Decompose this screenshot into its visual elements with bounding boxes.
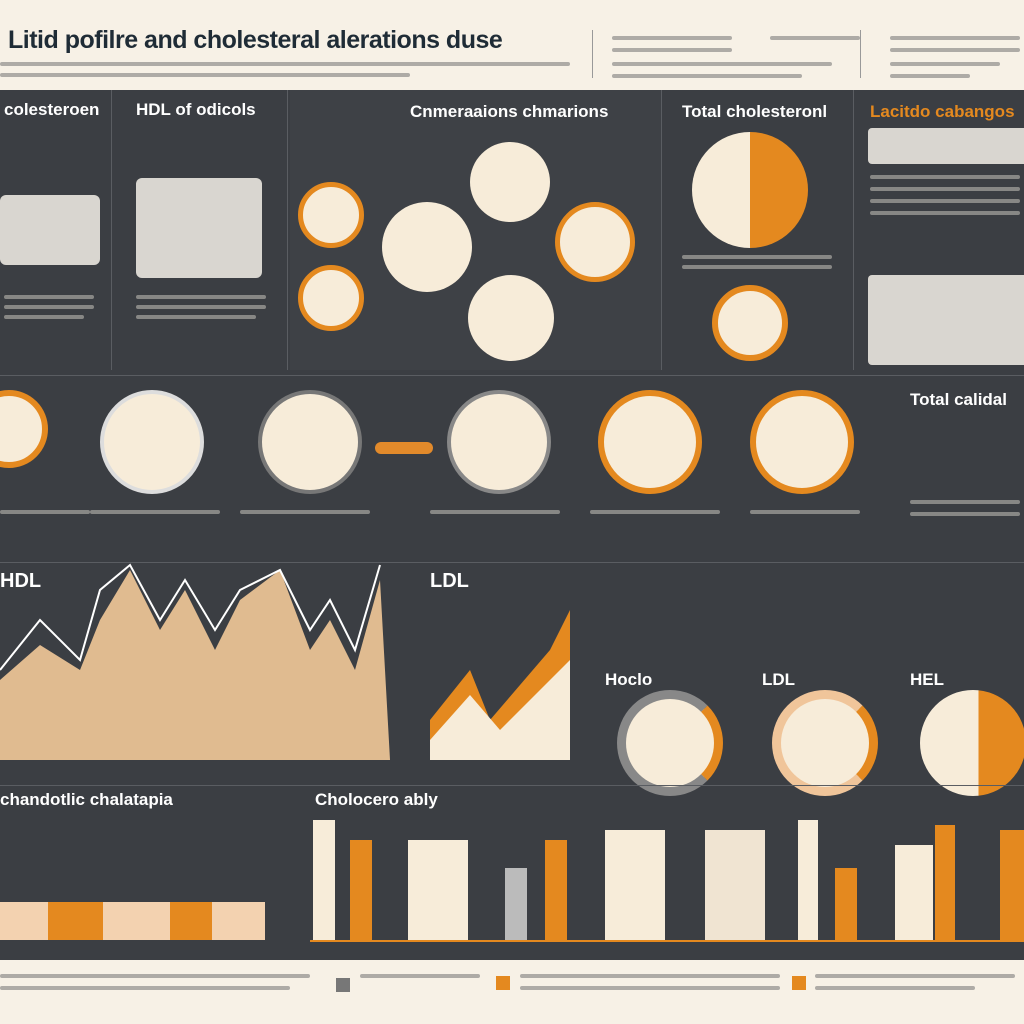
diagram-node xyxy=(382,202,472,292)
pill-pack-image xyxy=(0,195,100,265)
indicator-circle xyxy=(598,390,702,494)
panel-title: Lacitdo cabangos xyxy=(870,102,1015,121)
panel-title: Total cholesteronl xyxy=(682,102,828,121)
diagram-node xyxy=(555,202,635,282)
panel-title: HDL of odicols xyxy=(136,100,256,119)
panel-title: colesteroen xyxy=(4,100,100,119)
pill-pack-image xyxy=(136,178,262,278)
indicator-circle xyxy=(447,390,551,494)
panel-title: Cnmeraaions chmarions xyxy=(410,102,609,121)
indicator-circle xyxy=(750,390,854,494)
footer-legend xyxy=(0,960,1024,1024)
panel-lifestyle-changes: Lacitdo cabangos xyxy=(860,90,1024,370)
infographic-body: colesteroen HDL of odicols Cnmeraaions c… xyxy=(0,90,1024,960)
comparison-table xyxy=(868,275,1024,365)
color-scale xyxy=(0,902,265,940)
pie-chart xyxy=(692,132,808,248)
diagram-node xyxy=(468,275,554,361)
panel-total-cholesterol: Total cholesteronl xyxy=(668,90,854,370)
hel-title: HEL xyxy=(910,670,944,689)
panel-colesteroen: colesteroen xyxy=(0,90,112,370)
ldl-gauge-title: LDL xyxy=(762,670,796,689)
hdl-area-chart xyxy=(0,563,390,760)
icon-strip xyxy=(868,128,1024,164)
left-section-title: chandotlic chalatapia xyxy=(0,790,173,809)
ldl-gauge xyxy=(772,690,878,796)
indicator-circle xyxy=(258,390,362,494)
diagram-node xyxy=(298,182,364,248)
diagram-node xyxy=(298,265,364,331)
connector-bar xyxy=(375,442,433,454)
hdl-line xyxy=(0,563,381,671)
bar-chart xyxy=(310,810,1024,942)
total-title: Total calidal xyxy=(910,390,1007,409)
indicator-circle xyxy=(0,390,48,468)
panel-hdl: HDL of odicols xyxy=(120,90,288,370)
ldl-area-chart xyxy=(430,610,570,760)
ldl-chart-title: LDL xyxy=(430,570,469,592)
ldl-area-cream xyxy=(430,660,570,760)
diagram-node xyxy=(470,142,550,222)
hoclo-title: Hoclo xyxy=(605,670,653,689)
ring-indicator xyxy=(712,285,788,361)
hel-pie xyxy=(920,690,1024,796)
bar-chart-title: Cholocero ably xyxy=(315,790,438,809)
panel-combinations-diagram: Cnmeraaions chmarions xyxy=(290,90,662,370)
hdl-area xyxy=(0,570,390,760)
hoclo-gauge xyxy=(617,690,723,796)
hdl-chart-title: HDL xyxy=(0,570,42,592)
indicator-circle xyxy=(100,390,204,494)
page-title: Litid pofilre and cholesteral alerations… xyxy=(8,26,503,54)
